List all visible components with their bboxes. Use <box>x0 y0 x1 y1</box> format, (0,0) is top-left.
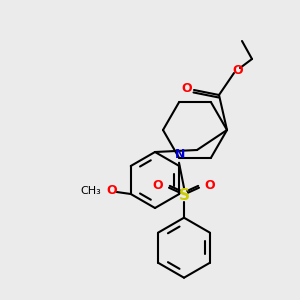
Text: O: O <box>182 82 192 95</box>
Text: O: O <box>106 184 117 197</box>
Text: O: O <box>153 179 163 192</box>
Text: S: S <box>178 188 190 203</box>
Text: N: N <box>175 148 185 161</box>
Text: O: O <box>205 179 215 192</box>
Text: CH₃: CH₃ <box>80 186 101 196</box>
Text: O: O <box>233 64 243 76</box>
